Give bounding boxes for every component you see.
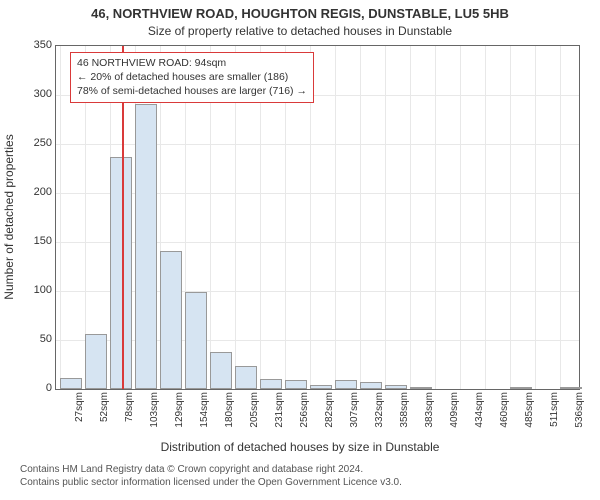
gridline-v bbox=[385, 46, 386, 389]
histogram-bar bbox=[285, 380, 307, 389]
xtick-label: 231sqm bbox=[274, 392, 285, 442]
histogram-bar bbox=[510, 387, 532, 389]
histogram-bar bbox=[360, 382, 382, 389]
attribution-line-2: Contains public sector information licen… bbox=[20, 476, 580, 489]
xtick-label: 52sqm bbox=[99, 392, 110, 442]
ytick-label: 300 bbox=[12, 88, 52, 100]
histogram-bar bbox=[210, 352, 232, 389]
histogram-bar bbox=[410, 387, 432, 389]
histogram-bar bbox=[85, 334, 107, 389]
attribution-text: Contains HM Land Registry data © Crown c… bbox=[20, 463, 580, 489]
ytick-label: 0 bbox=[12, 382, 52, 394]
xtick-label: 282sqm bbox=[324, 392, 335, 442]
chart-title-line1: 46, NORTHVIEW ROAD, HOUGHTON REGIS, DUNS… bbox=[0, 6, 600, 21]
ytick-label: 250 bbox=[12, 137, 52, 149]
gridline-v bbox=[435, 46, 436, 389]
x-axis-label: Distribution of detached houses by size … bbox=[0, 440, 600, 454]
histogram-bar bbox=[235, 366, 257, 389]
ytick-label: 50 bbox=[12, 333, 52, 345]
gridline-v bbox=[535, 46, 536, 389]
histogram-bar bbox=[260, 379, 282, 389]
xtick-label: 256sqm bbox=[299, 392, 310, 442]
info-box: 46 NORTHVIEW ROAD: 94sqm ← 20% of detach… bbox=[70, 52, 314, 103]
histogram-bar bbox=[385, 385, 407, 389]
xtick-label: 103sqm bbox=[149, 392, 160, 442]
xtick-label: 332sqm bbox=[374, 392, 385, 442]
histogram-bar bbox=[110, 157, 132, 389]
y-axis-label: Number of detached properties bbox=[2, 134, 16, 299]
xtick-label: 154sqm bbox=[199, 392, 210, 442]
chart-title-line2: Size of property relative to detached ho… bbox=[0, 24, 600, 38]
gridline-v bbox=[485, 46, 486, 389]
xtick-label: 180sqm bbox=[224, 392, 235, 442]
xtick-label: 511sqm bbox=[549, 392, 560, 442]
xtick-label: 536sqm bbox=[574, 392, 585, 442]
xtick-label: 383sqm bbox=[424, 392, 435, 442]
xtick-label: 485sqm bbox=[524, 392, 535, 442]
info-line-1: 46 NORTHVIEW ROAD: 94sqm bbox=[77, 56, 307, 70]
xtick-label: 205sqm bbox=[249, 392, 260, 442]
info-line-2: ← 20% of detached houses are smaller (18… bbox=[77, 70, 307, 84]
info-line-3: 78% of semi-detached houses are larger (… bbox=[77, 84, 307, 98]
gridline-v bbox=[460, 46, 461, 389]
xtick-label: 409sqm bbox=[449, 392, 460, 442]
histogram-bar bbox=[310, 385, 332, 389]
ytick-label: 200 bbox=[12, 186, 52, 198]
histogram-bar bbox=[160, 251, 182, 389]
gridline-v bbox=[360, 46, 361, 389]
gridline-v bbox=[335, 46, 336, 389]
xtick-label: 358sqm bbox=[399, 392, 410, 442]
xtick-label: 78sqm bbox=[124, 392, 135, 442]
xtick-label: 307sqm bbox=[349, 392, 360, 442]
ytick-label: 350 bbox=[12, 39, 52, 51]
gridline-v bbox=[60, 46, 61, 389]
ytick-label: 150 bbox=[12, 235, 52, 247]
gridline-v bbox=[410, 46, 411, 389]
ytick-label: 100 bbox=[12, 284, 52, 296]
histogram-bar bbox=[185, 292, 207, 389]
histogram-bar bbox=[135, 104, 157, 389]
xtick-label: 460sqm bbox=[499, 392, 510, 442]
attribution-line-1: Contains HM Land Registry data © Crown c… bbox=[20, 463, 580, 476]
histogram-bar bbox=[335, 380, 357, 389]
histogram-bar bbox=[560, 387, 582, 389]
xtick-label: 27sqm bbox=[74, 392, 85, 442]
xtick-label: 129sqm bbox=[174, 392, 185, 442]
xtick-label: 434sqm bbox=[474, 392, 485, 442]
gridline-v bbox=[560, 46, 561, 389]
histogram-bar bbox=[60, 378, 82, 389]
gridline-v bbox=[510, 46, 511, 389]
page-root: 46, NORTHVIEW ROAD, HOUGHTON REGIS, DUNS… bbox=[0, 0, 600, 500]
